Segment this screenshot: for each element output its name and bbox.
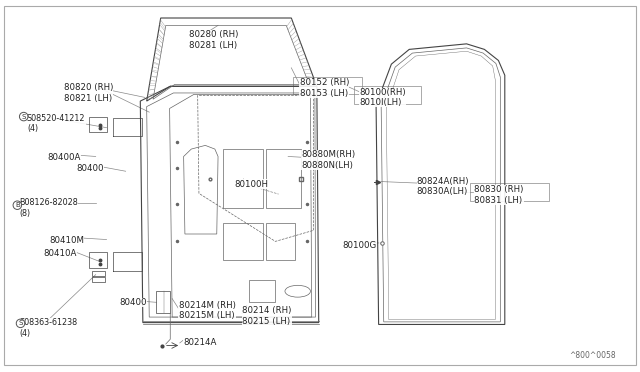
Text: ^800^0058: ^800^0058: [570, 351, 616, 360]
Text: 80100G: 80100G: [342, 241, 376, 250]
Text: S08363-61238
(4): S08363-61238 (4): [19, 318, 77, 338]
Bar: [92, 271, 104, 276]
Bar: [92, 277, 104, 282]
Text: S: S: [19, 320, 22, 326]
Text: 80820 (RH)
80821 (LH): 80820 (RH) 80821 (LH): [64, 83, 113, 103]
Text: 80410A: 80410A: [44, 250, 77, 259]
Text: B08126-82028
(8): B08126-82028 (8): [19, 198, 78, 218]
Text: 80400: 80400: [77, 164, 104, 173]
Text: 80880M(RH)
80880N(LH): 80880M(RH) 80880N(LH): [301, 150, 355, 170]
Text: 80214 (RH)
80215 (LH): 80214 (RH) 80215 (LH): [243, 306, 292, 326]
Text: 80100H: 80100H: [234, 180, 268, 189]
Text: 80410M: 80410M: [49, 236, 84, 245]
Text: 80152 (RH)
80153 (LH): 80152 (RH) 80153 (LH): [300, 78, 349, 98]
Text: 80214M (RH)
80215M (LH): 80214M (RH) 80215M (LH): [179, 301, 236, 321]
Text: 80824A(RH)
80830A(LH): 80824A(RH) 80830A(LH): [417, 177, 469, 196]
Text: B: B: [15, 202, 20, 208]
Bar: [90, 117, 107, 132]
Text: S: S: [22, 113, 26, 119]
Bar: [90, 253, 107, 268]
Text: 80214A: 80214A: [183, 339, 216, 347]
Text: 80400A: 80400A: [47, 153, 81, 162]
Text: 80100(RH)
8010I(LH): 80100(RH) 8010I(LH): [360, 88, 406, 107]
Text: S08520-41212
(4): S08520-41212 (4): [27, 113, 85, 133]
Text: 80280 (RH)
80281 (LH): 80280 (RH) 80281 (LH): [189, 31, 239, 50]
Text: 80400: 80400: [119, 298, 147, 307]
Text: 80830 (RH)
80831 (LH): 80830 (RH) 80831 (LH): [474, 185, 524, 205]
